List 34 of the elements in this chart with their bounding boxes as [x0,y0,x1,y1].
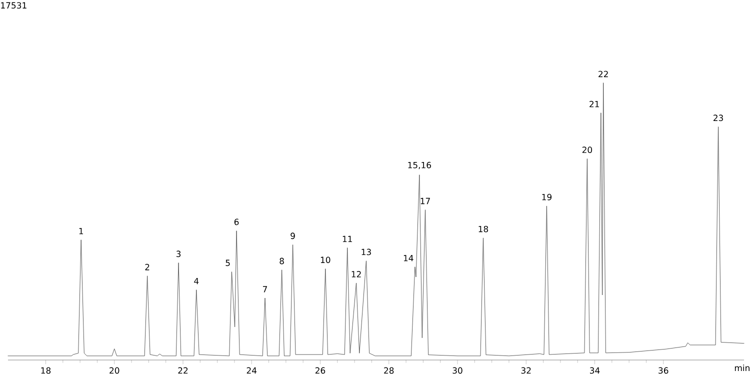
annotation: 21 [590,100,599,108]
annotation: 17 [420,198,430,204]
annotation: 14 [404,255,414,262]
annotation: 1 [79,228,83,234]
annotation: 6 [234,218,239,226]
x-tick-label: 24 [246,367,257,374]
x-tick-label: 34 [590,367,600,374]
x-tick-label: 32 [521,367,531,374]
annotation: 5 [226,260,230,266]
x-tick-label: 18 [41,367,51,374]
x-axis-title: min [734,364,750,371]
annotation: 13 [362,248,371,256]
annotation: 9 [290,232,295,240]
x-tick-label: 28 [384,367,394,374]
text: 17531 [1,2,26,9]
x-tick-label: 22 [178,367,188,374]
annotation: 18 [478,226,488,232]
annotation: 11 [342,236,352,242]
annotation: 23 [714,114,723,122]
annotation: 20 [582,146,592,154]
annotation: 3 [176,250,181,258]
annotation: 2 [145,264,150,270]
annotation: 10 [320,256,330,264]
annotation: 22 [598,70,608,78]
x-tick-label: 30 [452,367,462,374]
x-tick-label: 20 [110,367,120,374]
annotation: 12 [352,271,361,278]
annotation: 8 [280,258,284,264]
x-tick-label: 26 [315,367,326,374]
annotation: 19 [542,194,552,200]
annotation: 7 [262,286,267,292]
x-tick-label: 36 [658,367,668,374]
annotation: 4 [194,278,199,284]
annotation: 15,16 [408,162,431,170]
